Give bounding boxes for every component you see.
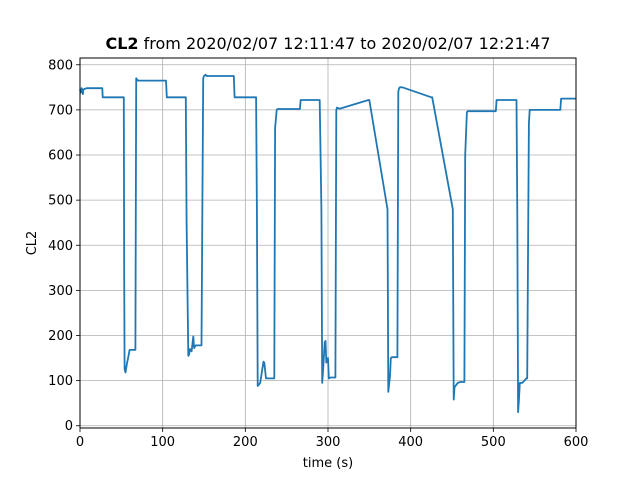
x-tick-label: 100 — [150, 435, 175, 450]
x-tick-label: 0 — [76, 435, 84, 450]
x-tick-label: 600 — [564, 435, 589, 450]
series-group — [79, 73, 576, 414]
gridlines — [79, 58, 577, 428]
y-tick-label: 100 — [48, 374, 73, 389]
y-tick-label: 600 — [48, 149, 73, 164]
y-tick-label: 300 — [48, 284, 73, 299]
y-tick-label: 0 — [65, 419, 73, 434]
chart-title: CL2 from 2020/02/07 12:11:47 to 2020/02/… — [105, 34, 550, 53]
x-tick-label: 500 — [481, 435, 506, 450]
y-tick-label: 400 — [48, 239, 73, 254]
y-tick-label: 500 — [48, 194, 73, 209]
title-rest: from 2020/02/07 12:11:47 to 2020/02/07 1… — [139, 34, 551, 53]
y-axis-label: CL2 — [25, 231, 40, 256]
x-tick-label: 400 — [398, 435, 423, 450]
y-tick-label: 200 — [48, 329, 73, 344]
x-axis-label: time (s) — [303, 456, 353, 471]
x-tick-label: 200 — [233, 435, 258, 450]
x-tick-label: 300 — [316, 435, 341, 450]
ticks: 0 100 200 300 400 500 600 0 100 200 300 400 500 600 70… — [48, 58, 588, 450]
y-tick-label: 700 — [48, 103, 73, 118]
series-line — [79, 73, 576, 414]
title-bold: CL2 — [105, 34, 138, 53]
y-tick-label: 800 — [48, 58, 73, 73]
